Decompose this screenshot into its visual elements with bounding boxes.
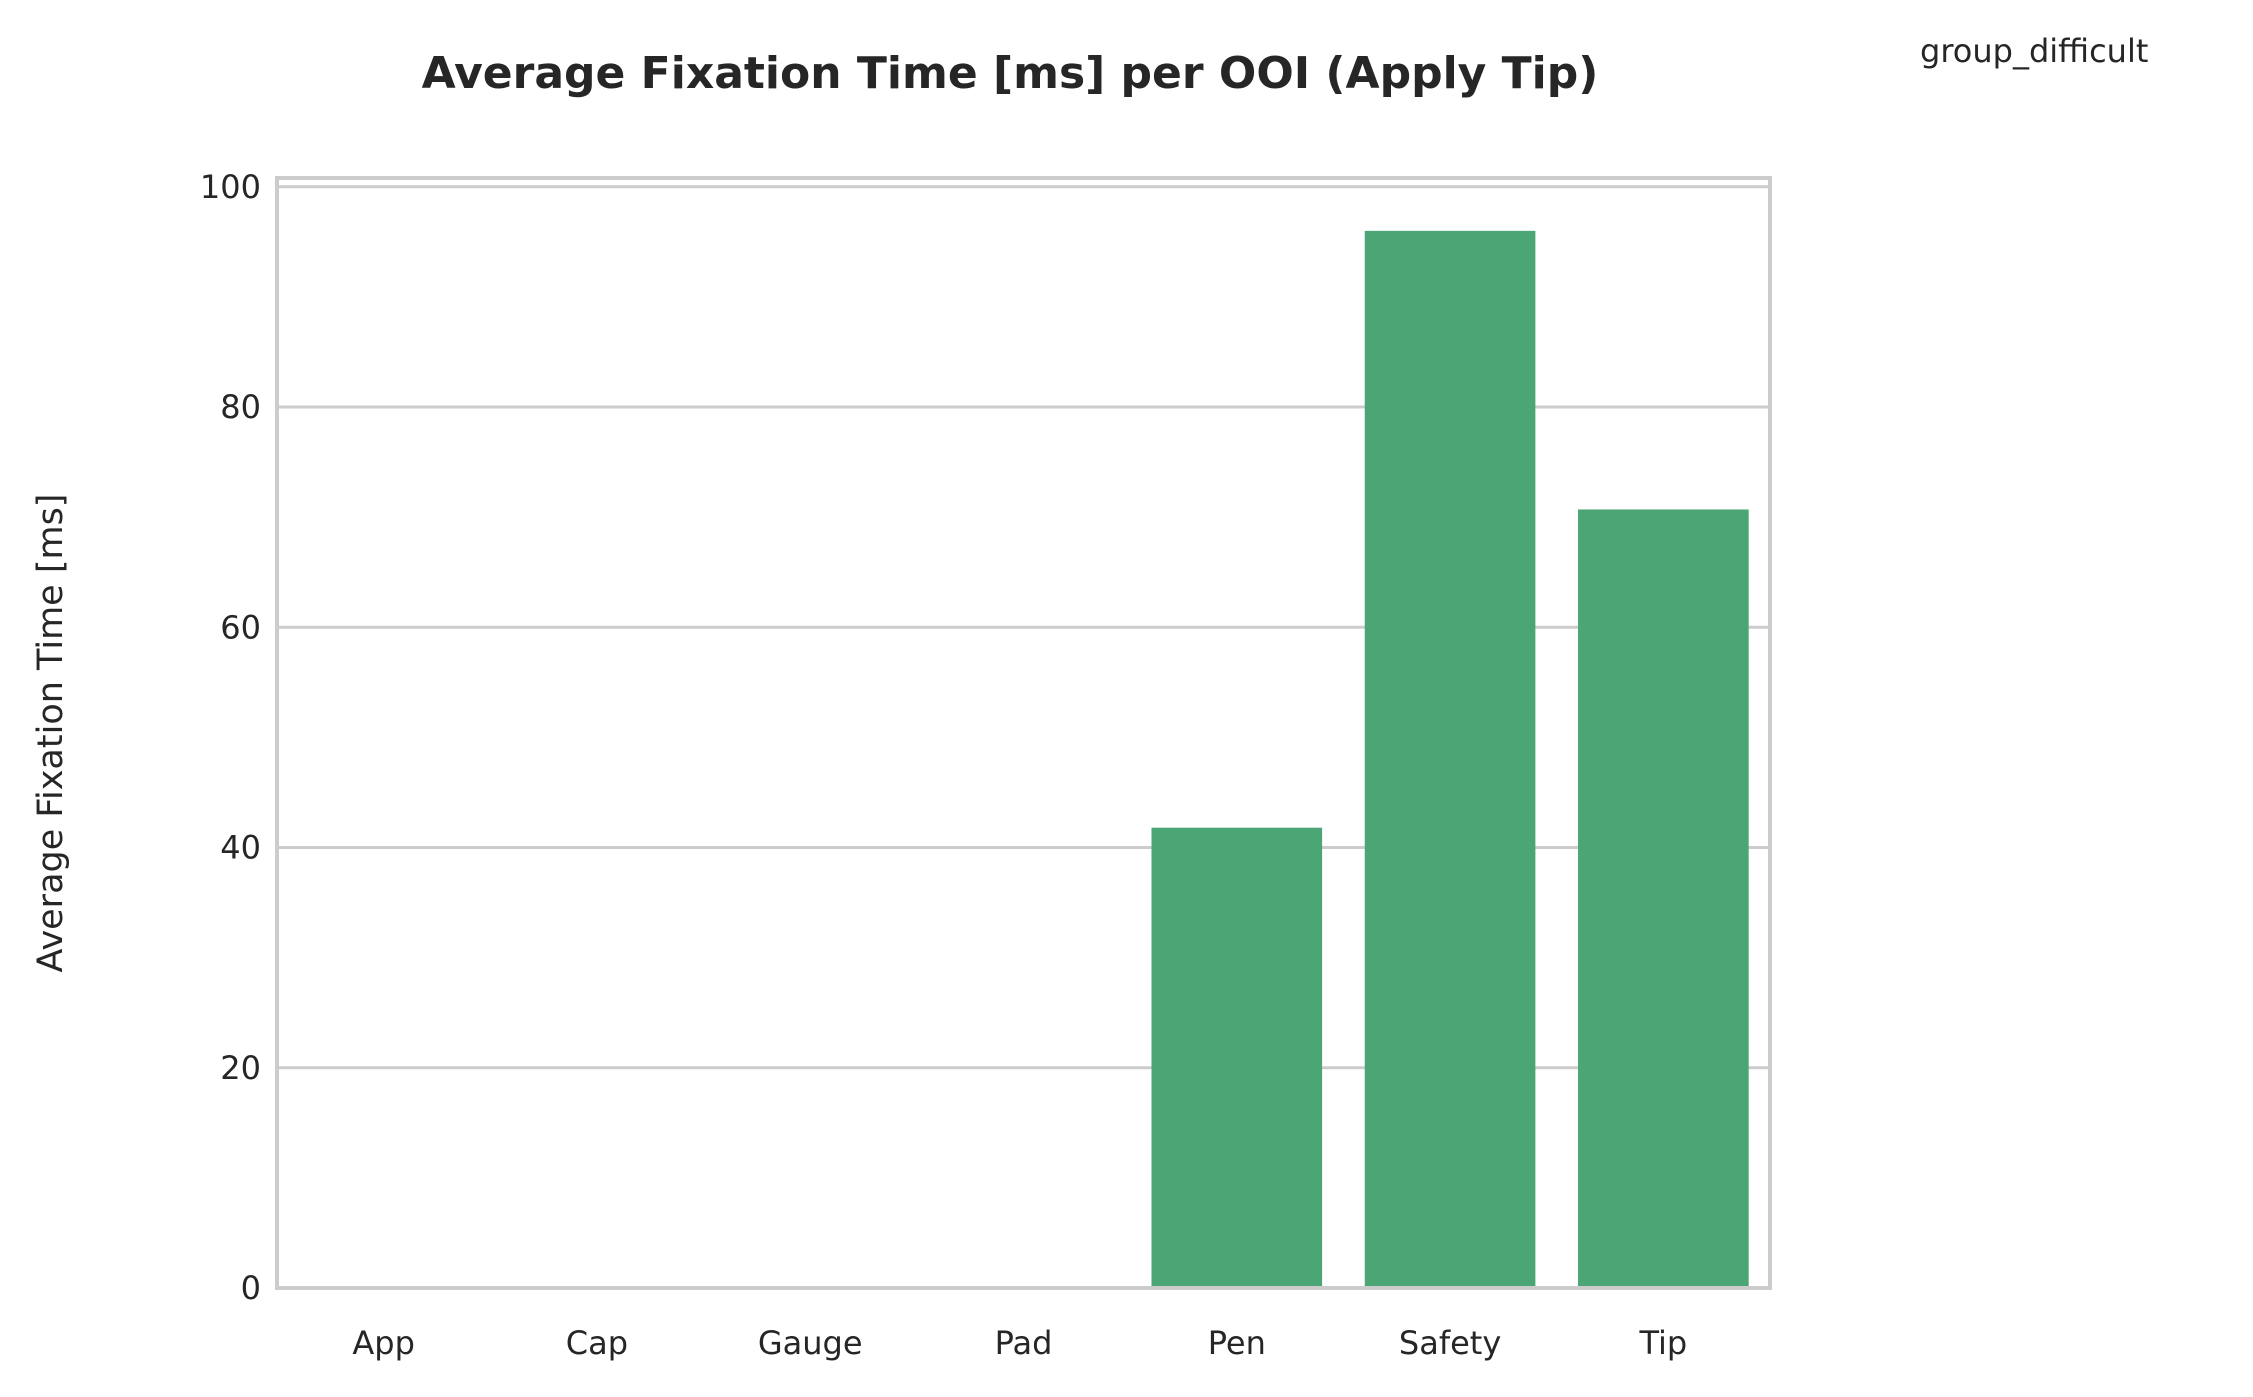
y-tick-label: 20 [220,1049,261,1087]
y-tick-label: 40 [220,829,261,867]
bars [1151,230,1749,1288]
chart-title: Average Fixation Time [ms] per OOI (Appl… [422,48,1599,99]
x-tick-label: Pen [1208,1324,1266,1362]
y-tick-label: 0 [241,1269,261,1307]
y-tick-label: 80 [220,388,261,426]
x-tick-label: Cap [566,1324,628,1362]
bar-safety [1364,230,1536,1288]
x-tick-label: Safety [1399,1324,1501,1362]
bar-tip [1578,509,1749,1288]
y-tick-label: 100 [200,168,261,206]
bar-pen [1151,827,1323,1288]
x-tick-label: Pad [995,1324,1053,1362]
x-tick-label: App [352,1324,415,1362]
x-tick-labels: App Cap Gauge Pad Pen Safety Tip [352,1324,1687,1362]
y-axis-label: Average Fixation Time [ms] [31,494,71,973]
x-tick-label: Gauge [758,1324,863,1362]
x-tick-label: Tip [1638,1324,1687,1362]
plot-frame [275,176,1772,1290]
y-tick-labels: 0 20 40 60 80 100 [200,168,261,1307]
y-tick-label: 60 [220,608,261,646]
legend-title: group_difficult [1920,32,2148,70]
